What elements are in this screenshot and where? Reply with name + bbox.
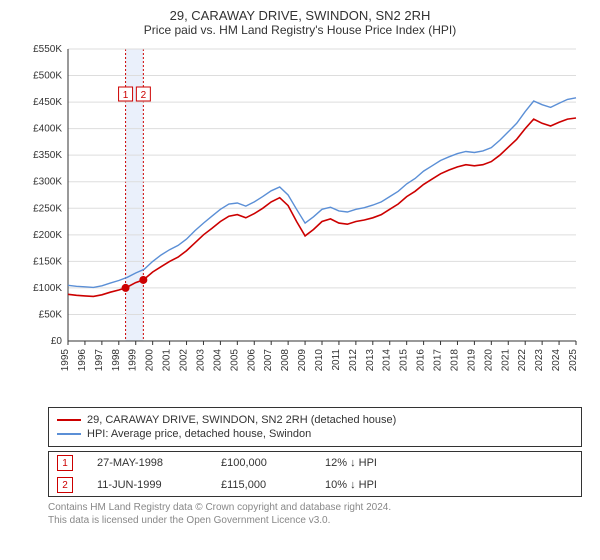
svg-text:1999: 1999: [128, 349, 139, 372]
svg-text:2016: 2016: [416, 349, 427, 372]
footnote-line2: This data is licensed under the Open Gov…: [48, 514, 582, 527]
svg-text:2012: 2012: [348, 349, 359, 372]
title-block: 29, CARAWAY DRIVE, SWINDON, SN2 2RH Pric…: [8, 8, 592, 37]
sale-price: £100,000: [221, 457, 301, 469]
svg-text:2008: 2008: [280, 349, 291, 372]
chart-title: 29, CARAWAY DRIVE, SWINDON, SN2 2RH: [8, 8, 592, 23]
svg-text:£350K: £350K: [33, 150, 62, 161]
svg-text:2005: 2005: [229, 349, 240, 372]
sale-price: £115,000: [221, 479, 301, 491]
legend: 29, CARAWAY DRIVE, SWINDON, SN2 2RH (det…: [48, 407, 582, 447]
svg-text:2006: 2006: [246, 349, 257, 372]
svg-text:2020: 2020: [483, 349, 494, 372]
chart-svg: £0 £50K £100K £150K £200K £250K £300K £350K £400…: [20, 41, 580, 401]
svg-text:2010: 2010: [314, 349, 325, 372]
svg-text:£450K: £450K: [33, 97, 62, 108]
svg-text:1: 1: [123, 90, 129, 101]
sale-dot-2: [139, 276, 147, 284]
svg-text:2024: 2024: [551, 349, 562, 372]
svg-text:2025: 2025: [568, 349, 579, 372]
svg-text:£100K: £100K: [33, 283, 62, 294]
sale-hpi: 10% ↓ HPI: [325, 479, 415, 491]
svg-text:£300K: £300K: [33, 177, 62, 188]
svg-text:2011: 2011: [331, 349, 342, 371]
sale-marker-1: 1: [57, 455, 73, 471]
svg-text:2003: 2003: [195, 349, 206, 372]
chart-subtitle: Price paid vs. HM Land Registry's House …: [8, 23, 592, 37]
svg-text:2: 2: [141, 90, 147, 101]
sale-row-2: 2 11-JUN-1999 £115,000 10% ↓ HPI: [49, 474, 581, 496]
svg-text:2000: 2000: [145, 349, 156, 372]
svg-text:£550K: £550K: [33, 44, 62, 55]
svg-text:2023: 2023: [534, 349, 545, 372]
svg-text:£150K: £150K: [33, 256, 62, 267]
sale-hpi: 12% ↓ HPI: [325, 457, 415, 469]
sale-date: 27-MAY-1998: [97, 457, 197, 469]
svg-text:£50K: £50K: [39, 309, 63, 320]
sale-row-1: 1 27-MAY-1998 £100,000 12% ↓ HPI: [49, 452, 581, 474]
svg-text:1996: 1996: [77, 349, 88, 372]
svg-text:2014: 2014: [382, 349, 393, 372]
svg-text:£200K: £200K: [33, 230, 62, 241]
sale-marker-2: 2: [57, 477, 73, 493]
svg-text:2001: 2001: [162, 349, 173, 372]
svg-text:1997: 1997: [94, 349, 105, 372]
svg-text:2018: 2018: [449, 349, 460, 372]
svg-text:2004: 2004: [212, 349, 223, 372]
sale-date: 11-JUN-1999: [97, 479, 197, 491]
legend-row-0: 29, CARAWAY DRIVE, SWINDON, SN2 2RH (det…: [57, 414, 573, 426]
svg-text:2009: 2009: [297, 349, 308, 372]
footnote: Contains HM Land Registry data © Crown c…: [48, 501, 582, 527]
svg-text:1995: 1995: [60, 349, 71, 372]
svg-text:1998: 1998: [111, 349, 122, 372]
svg-text:2021: 2021: [500, 349, 511, 372]
sales-table: 1 27-MAY-1998 £100,000 12% ↓ HPI 2 11-JUN-199…: [48, 451, 582, 497]
footnote-line1: Contains HM Land Registry data © Crown c…: [48, 501, 582, 514]
svg-text:2002: 2002: [179, 349, 190, 372]
svg-text:£0: £0: [51, 336, 63, 347]
sale-dot-1: [122, 284, 130, 292]
svg-text:2007: 2007: [263, 349, 274, 372]
svg-text:£250K: £250K: [33, 203, 62, 214]
svg-text:£400K: £400K: [33, 124, 62, 135]
legend-label: HPI: Average price, detached house, Swin…: [87, 428, 311, 440]
svg-text:2019: 2019: [466, 349, 477, 372]
svg-text:2017: 2017: [433, 349, 444, 372]
svg-text:2013: 2013: [365, 349, 376, 372]
legend-label: 29, CARAWAY DRIVE, SWINDON, SN2 2RH (det…: [87, 414, 396, 426]
legend-row-1: HPI: Average price, detached house, Swin…: [57, 428, 573, 440]
chart: £0 £50K £100K £150K £200K £250K £300K £350K £400…: [20, 41, 580, 401]
legend-swatch: [57, 419, 81, 421]
legend-swatch: [57, 433, 81, 435]
svg-text:2015: 2015: [399, 349, 410, 372]
svg-text:£500K: £500K: [33, 71, 62, 82]
svg-text:2022: 2022: [517, 349, 528, 372]
